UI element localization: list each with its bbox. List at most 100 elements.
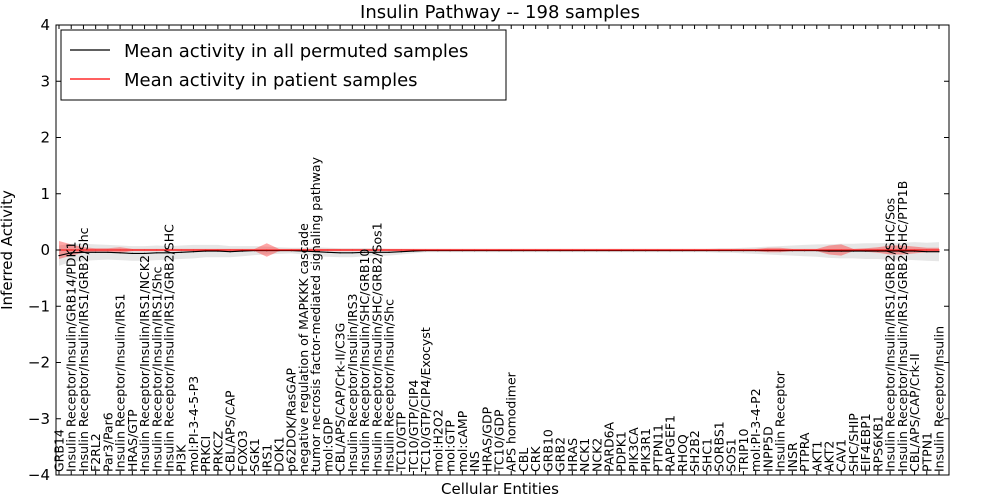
data-point-patient: [547, 249, 549, 251]
y-tick-label: −4: [28, 466, 50, 484]
data-point-patient: [290, 249, 292, 251]
data-point-patient: [254, 249, 256, 251]
data-point-patient: [804, 249, 806, 251]
data-point-patient: [914, 249, 916, 251]
x-tick-label: DOK1: [272, 436, 287, 472]
data-point-permuted: [339, 252, 341, 254]
data-point-patient: [119, 249, 121, 251]
x-tick-label: RHOQ: [675, 434, 690, 472]
data-point-patient: [535, 249, 537, 251]
data-point-patient: [926, 249, 928, 251]
x-tick-label: tumor necrosis factor-mediated signaling…: [308, 156, 323, 472]
data-point-patient: [706, 249, 708, 251]
data-point-permuted: [376, 251, 378, 253]
x-tick-label: TC10/GTP/CIP4: [406, 380, 421, 473]
data-point-patient: [131, 249, 133, 251]
data-point-permuted: [412, 250, 414, 252]
data-point-permuted: [95, 251, 97, 253]
data-point-patient: [266, 249, 268, 251]
data-point-permuted: [131, 252, 133, 254]
data-point-patient: [351, 249, 353, 251]
x-tick-label: SOS1: [724, 438, 739, 472]
x-tick-label: INSR: [785, 442, 800, 472]
data-point-permuted: [852, 250, 855, 252]
data-point-patient: [327, 249, 329, 251]
x-tick-label: PIK3R1: [638, 428, 653, 472]
data-point-patient: [755, 249, 757, 251]
data-point-patient: [180, 249, 182, 251]
data-point-patient: [339, 249, 341, 251]
x-tick-label: Insulin Receptor/Insulin/IRS1/NCK2: [137, 255, 152, 472]
x-tick-label: TC10/GDP: [492, 409, 507, 473]
x-tick-label: NCK2: [589, 438, 604, 472]
data-point-permuted: [156, 252, 158, 254]
x-tick-label: TC10/GTP/CIP4/Exocyst: [418, 327, 433, 473]
data-point-permuted: [241, 250, 243, 252]
x-tick-label: mol:GDP: [320, 417, 335, 472]
data-point-patient: [400, 249, 402, 251]
data-point-patient: [816, 249, 818, 251]
data-point-patient: [315, 249, 317, 251]
data-point-permuted: [192, 251, 194, 253]
data-point-patient: [241, 249, 243, 251]
x-tick-label: PRKCI: [198, 436, 213, 472]
x-tick-label: negative regulation of MAPKKK cascade: [296, 223, 311, 472]
data-point-patient: [425, 249, 427, 251]
x-tick-label: RPS6KB1: [870, 415, 885, 472]
data-point-permuted: [926, 251, 928, 253]
y-axis: −4 −3 −2 −1 0 1 2 3 4: [28, 16, 949, 484]
x-tick-label: PTPN11: [650, 424, 665, 472]
data-point-permuted: [82, 251, 84, 253]
series-lines: [58, 249, 940, 257]
x-axis-label: Cellular Entities: [441, 480, 559, 498]
x-tick-label: PRKCZ: [210, 431, 225, 472]
data-point-patient: [742, 249, 745, 251]
data-point-patient: [461, 249, 463, 251]
legend-label-permuted: Mean activity in all permuted samples: [124, 41, 468, 62]
data-point-permuted: [840, 250, 842, 252]
data-point-permuted: [58, 255, 60, 257]
x-tick-label: TC10/GTP: [394, 411, 409, 473]
y-tick-label: 3: [40, 72, 50, 90]
data-point-patient: [474, 249, 476, 251]
data-point-permuted: [828, 250, 830, 252]
data-point-permuted: [107, 251, 109, 253]
data-point-patient: [840, 249, 842, 251]
data-point-patient: [681, 249, 683, 251]
data-point-patient: [620, 249, 622, 251]
x-tick-label: Insulin Receptor/Insulin/IRS1/GRB2/SHC: [162, 224, 177, 472]
data-point-patient: [889, 249, 891, 251]
data-point-patient: [449, 249, 451, 251]
data-point-permuted: [351, 252, 353, 254]
x-tick-label: FOXO3: [235, 430, 250, 472]
data-point-patient: [669, 249, 671, 251]
data-point-patient: [596, 249, 598, 251]
x-tick-label: CAV1: [834, 439, 849, 472]
data-point-patient: [901, 249, 903, 251]
chart-title: Insulin Pathway -- 198 samples: [360, 2, 640, 23]
data-point-permuted: [144, 252, 146, 254]
x-tick-label: mol:GTP: [443, 420, 458, 472]
x-tick-label: APS homodimer: [504, 371, 519, 472]
data-point-permuted: [315, 251, 317, 253]
x-tick-label: EIF4EBP1: [858, 413, 873, 472]
data-point-permuted: [229, 251, 231, 253]
data-point-patient: [645, 249, 647, 251]
data-point-patient: [229, 249, 231, 251]
x-tick-label: PI3K: [174, 444, 189, 472]
x-tick-label: F2RL2: [88, 433, 103, 472]
x-tick-label: PTPRA: [797, 432, 812, 472]
data-point-permuted: [889, 250, 891, 252]
y-tick-label: −3: [28, 410, 50, 428]
x-tick-label: mol:cAMP: [455, 410, 470, 472]
x-tick-label: Insulin Receptor/Insulin/GRB14/PDK1: [64, 241, 79, 472]
x-tick-label: NCK1: [577, 438, 592, 472]
data-point-permuted: [180, 251, 182, 253]
x-tick-label: SGK1: [247, 438, 262, 472]
data-point-permuted: [205, 250, 207, 252]
data-point-patient: [877, 249, 879, 251]
y-tick-label: 1: [40, 185, 50, 203]
x-tick-label: HRAS/GDP: [479, 406, 494, 472]
x-tick-label: Insulin Receptor/Insulin/IRS3: [345, 294, 360, 472]
